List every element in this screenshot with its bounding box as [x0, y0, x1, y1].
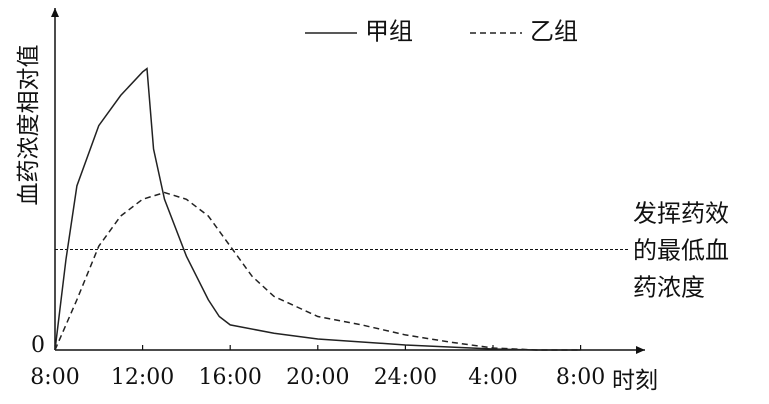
threshold-label: 发挥药效 [633, 200, 729, 228]
x-tick-label: 20:00 [286, 365, 349, 390]
series-line [54, 191, 581, 351]
x-axis-label: 时刻 [612, 368, 658, 394]
x-tick-label: 8:00 [556, 365, 605, 390]
legend-label: 乙组 [530, 18, 578, 46]
threshold-label: 的最低血 [633, 237, 729, 265]
x-tick-label: 16:00 [198, 365, 261, 390]
legend-label: 甲组 [365, 18, 413, 46]
x-tick-label: 24:00 [374, 365, 437, 390]
y-tick-label: 0 [31, 333, 45, 358]
y-axis-label: 血药浓度相对值 [16, 45, 42, 206]
x-tick-label: 8:00 [30, 365, 79, 390]
x-tick-label: 12:00 [111, 365, 174, 390]
x-tick-label: 4:00 [468, 365, 517, 390]
series-line [54, 67, 581, 351]
threshold-label: 药浓度 [633, 274, 705, 302]
